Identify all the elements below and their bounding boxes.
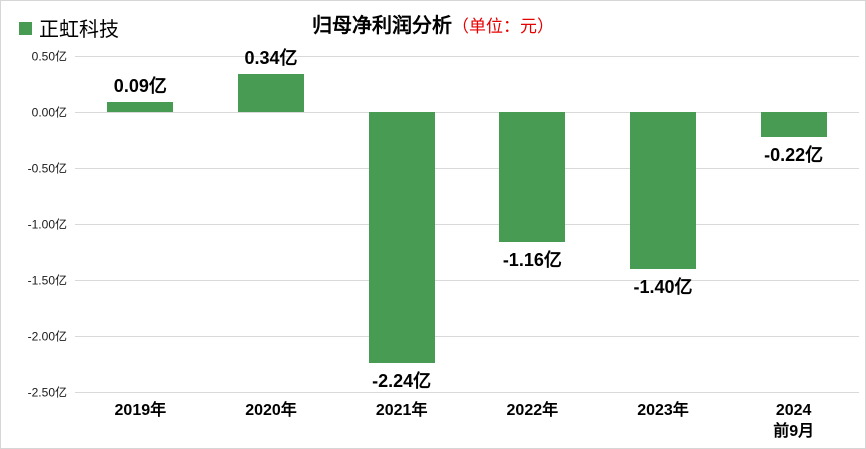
plot-area: 0.09亿 2019年 0.34亿 2020年 -2.24亿 2021年 -1.16亿 202… xyxy=(75,48,859,440)
bar xyxy=(368,112,435,363)
gridline xyxy=(75,392,859,393)
x-axis-tick-label: 2021年 xyxy=(375,402,428,419)
chart-title-unit: （单位：元） xyxy=(452,17,554,36)
bar-value-label: 0.34亿 xyxy=(244,47,298,68)
x-axis-tick-label: 2020年 xyxy=(245,402,297,419)
y-axis-tick-label: 0.00亿 xyxy=(31,105,67,120)
gridline xyxy=(75,112,859,113)
bar-value-label: -2.24亿 xyxy=(372,370,432,391)
gridline xyxy=(75,224,859,225)
legend-series-label: 正虹科技 xyxy=(39,19,119,41)
x-axis-tick-label: 2023年 xyxy=(637,402,689,419)
bar xyxy=(499,112,566,242)
bar-value-label: -1.16亿 xyxy=(502,249,562,270)
y-axis-tick-label: -0.50亿 xyxy=(27,161,67,176)
bar-value-label: 0.09亿 xyxy=(113,75,167,96)
x-axis-tick-label: 2022年 xyxy=(506,402,559,419)
gridline xyxy=(75,336,859,337)
y-axis-tick-label: -2.00亿 xyxy=(27,329,67,344)
bar xyxy=(107,101,174,112)
x-axis-tick-label: 2024 前9月 xyxy=(773,402,815,440)
y-axis-tick-label: -1.00亿 xyxy=(27,217,67,232)
y-axis-tick-label: -1.50亿 xyxy=(27,273,67,288)
bar-value-label: -0.22亿 xyxy=(764,144,824,165)
legend-swatch-icon xyxy=(19,22,32,35)
gridline xyxy=(75,280,859,281)
gridline xyxy=(75,56,859,57)
bar xyxy=(630,112,696,269)
y-axis-tick-label: -2.50亿 xyxy=(27,385,67,400)
chart-title: 归母净利润分析（单位：元） xyxy=(1,9,865,38)
bar-value-label: -1.40亿 xyxy=(633,276,693,297)
y-axis-tick-label: 0.50亿 xyxy=(31,49,67,64)
bar xyxy=(238,73,304,112)
x-axis-tick-label: 2019年 xyxy=(114,402,167,419)
gridline xyxy=(75,168,859,169)
chart-title-text: 归母净利润分析 xyxy=(312,15,452,37)
legend: 正虹科技 xyxy=(19,13,119,42)
y-axis: 0.50亿 0.00亿 -0.50亿 -1.00亿 -1.50亿 -2.00亿 -2.50亿 xyxy=(1,50,67,400)
bar xyxy=(760,112,827,137)
